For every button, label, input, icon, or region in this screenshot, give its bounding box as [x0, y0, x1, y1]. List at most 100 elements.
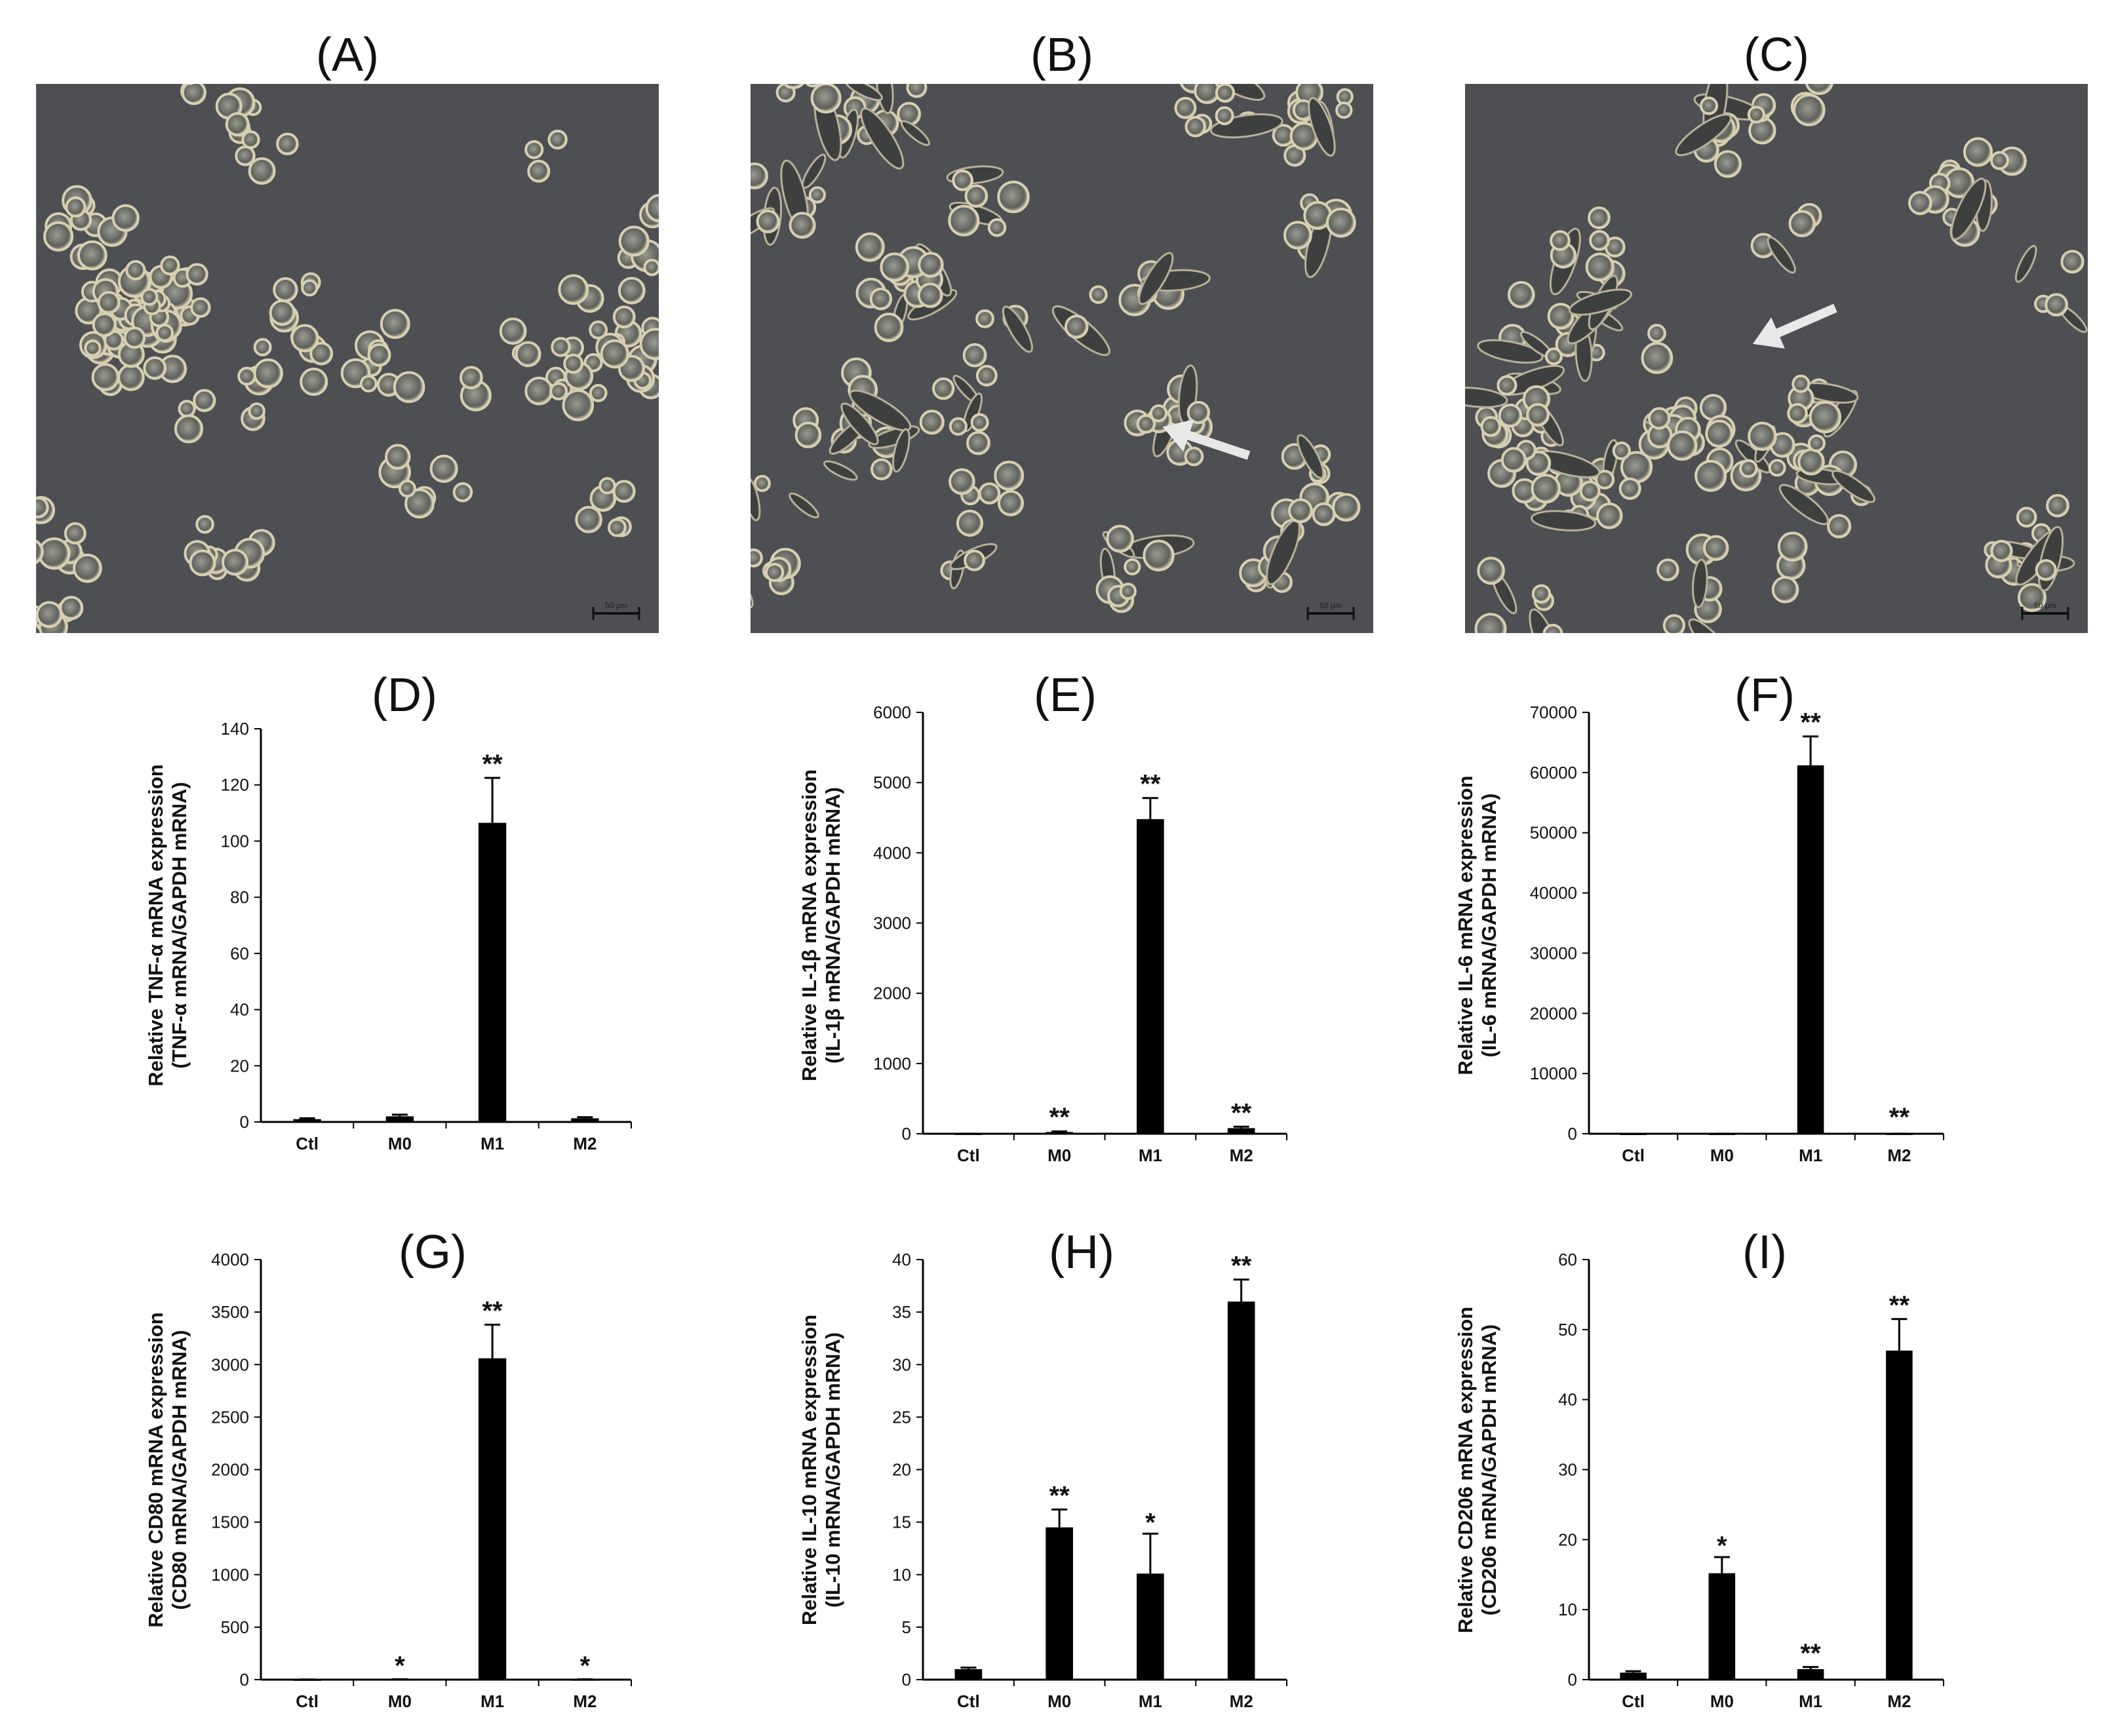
micrograph-background	[1465, 84, 2088, 633]
y-tick-label: 20000	[1530, 1003, 1577, 1023]
y-tick-label: 70000	[1530, 703, 1577, 722]
bar-m1	[478, 1358, 507, 1680]
panel-label: (F)	[1734, 669, 1795, 722]
y-tick-label: 10	[1558, 1600, 1577, 1619]
panel-label: (I)	[1742, 1226, 1787, 1279]
y-tick-label: 3000	[873, 914, 911, 933]
y-tick-label: 60000	[1530, 763, 1577, 782]
significance-marker: *	[1145, 1508, 1156, 1537]
y-tick-label: 10000	[1530, 1064, 1577, 1083]
significance-marker: **	[482, 1296, 503, 1325]
y-tick-label: 0	[240, 1112, 249, 1132]
chart-i: (I) Relative CD206 mRNA expression(CD206 …	[1454, 1226, 1944, 1711]
y-tick-label: 1000	[211, 1565, 249, 1585]
y-tick-label: 3500	[211, 1302, 249, 1322]
chart-f: (F) Relative IL-6 mRNA expression(IL-6 mR…	[1454, 669, 1944, 1165]
x-tick-label: M0	[1710, 1146, 1734, 1165]
micrograph-c: (C) 50 μm	[1465, 29, 2088, 633]
significance-marker: **	[482, 750, 503, 779]
significance-marker: **	[1049, 1481, 1070, 1510]
y-tick-label: 30	[1558, 1460, 1577, 1480]
significance-marker: **	[1049, 1103, 1070, 1132]
y-tick-label: 2500	[211, 1407, 249, 1427]
y-tick-label: 40000	[1530, 883, 1577, 903]
x-tick-label: M2	[1887, 1146, 1911, 1165]
x-tick-label: M1	[1139, 1691, 1162, 1711]
bar-ctl	[293, 1119, 321, 1122]
arrow-icon	[1162, 419, 1251, 460]
scale-bar-label: 50 μm	[1320, 601, 1342, 610]
bar-m2	[571, 1118, 599, 1122]
y-tick-label: 20	[230, 1056, 249, 1075]
micrograph-b: (B) 50 μm	[751, 29, 1373, 633]
y-axis-label: Relative IL-1β mRNA expression(IL-1β mRN…	[798, 769, 844, 1081]
chart-g: (G) Relative CD80 mRNA expression(CD80 mR…	[144, 1226, 632, 1711]
y-tick-label: 60	[230, 944, 249, 963]
y-tick-label: 0	[1568, 1670, 1577, 1689]
y-tick-label: 5000	[873, 773, 911, 792]
significance-marker: *	[580, 1651, 591, 1680]
x-tick-label: Ctl	[957, 1691, 980, 1711]
bar-m2	[1886, 1350, 1913, 1680]
panel-label: (E)	[1034, 669, 1097, 722]
significance-marker: **	[1231, 1251, 1252, 1280]
y-tick-label: 40	[1558, 1390, 1577, 1410]
bar-m1	[1797, 1668, 1824, 1680]
x-tick-label: Ctl	[1622, 1146, 1645, 1165]
x-tick-label: M0	[1047, 1146, 1071, 1165]
x-tick-label: M2	[1230, 1146, 1253, 1165]
panel-label: (D)	[372, 669, 437, 722]
y-tick-label: 4000	[873, 843, 911, 862]
x-tick-label: M0	[1710, 1691, 1734, 1711]
y-axis-label: Relative CD206 mRNA expression(CD206 mRN…	[1454, 1307, 1500, 1634]
scale-bar-label: 50 μm	[2034, 601, 2056, 610]
bar-m1	[1137, 1573, 1164, 1680]
significance-marker: **	[1889, 1103, 1910, 1132]
y-tick-label: 20	[892, 1460, 911, 1480]
x-tick-label: M1	[480, 1134, 504, 1153]
bar-m0	[1046, 1527, 1073, 1680]
chart-e: (E) Relative IL-1β mRNA expression(IL-1β …	[798, 669, 1287, 1165]
chart-h: (H) Relative IL-10 mRNA expression(IL-10 …	[798, 1226, 1287, 1711]
micrograph-a: (A) 50 μm	[36, 29, 659, 633]
y-tick-label: 0	[902, 1124, 911, 1144]
panel-label: (H)	[1049, 1226, 1114, 1279]
y-tick-label: 1500	[211, 1513, 249, 1532]
bar-ctl	[954, 1668, 983, 1680]
y-tick-label: 3000	[211, 1355, 249, 1374]
significance-marker: **	[1140, 770, 1161, 799]
x-tick-label: M2	[573, 1691, 597, 1711]
significance-marker: *	[395, 1651, 405, 1680]
y-tick-label: 2000	[873, 984, 911, 1003]
y-tick-label: 2000	[211, 1460, 249, 1480]
bar-m1	[1137, 819, 1164, 1134]
y-tick-label: 5	[902, 1617, 911, 1637]
y-tick-label: 0	[1568, 1124, 1577, 1144]
significance-marker: **	[1231, 1098, 1252, 1127]
y-tick-label: 500	[221, 1617, 249, 1637]
y-tick-label: 30000	[1530, 943, 1577, 963]
x-tick-label: Ctl	[1622, 1691, 1645, 1711]
x-tick-label: M1	[1139, 1146, 1162, 1165]
significance-marker: **	[1889, 1291, 1910, 1320]
x-tick-label: M0	[388, 1134, 412, 1153]
bar-m0	[1046, 1132, 1073, 1134]
y-axis-label: Relative TNF-α mRNA expression(TNF-α mRN…	[144, 764, 191, 1087]
y-tick-label: 4000	[211, 1250, 249, 1269]
y-axis-label: Relative IL-10 mRNA expression(IL-10 mRN…	[798, 1315, 844, 1625]
arrow-icon	[1752, 303, 1837, 349]
y-tick-label: 25	[892, 1407, 911, 1427]
y-tick-label: 0	[240, 1670, 249, 1689]
x-tick-label: Ctl	[957, 1146, 980, 1165]
significance-marker: **	[1801, 708, 1822, 737]
chart-d: (D) Relative TNF-α mRNA expression(TNF-α …	[144, 669, 632, 1153]
x-tick-label: M0	[1047, 1691, 1071, 1711]
panel-label: (B)	[1030, 29, 1093, 81]
bar-m2	[1227, 1128, 1255, 1134]
y-tick-label: 50000	[1530, 823, 1577, 843]
panel-label: (G)	[399, 1226, 467, 1279]
x-tick-label: M2	[573, 1134, 597, 1153]
x-tick-label: M1	[480, 1691, 504, 1711]
y-axis-label: Relative IL-6 mRNA expression(IL-6 mRNA/…	[1454, 775, 1500, 1075]
y-tick-label: 80	[230, 887, 249, 907]
